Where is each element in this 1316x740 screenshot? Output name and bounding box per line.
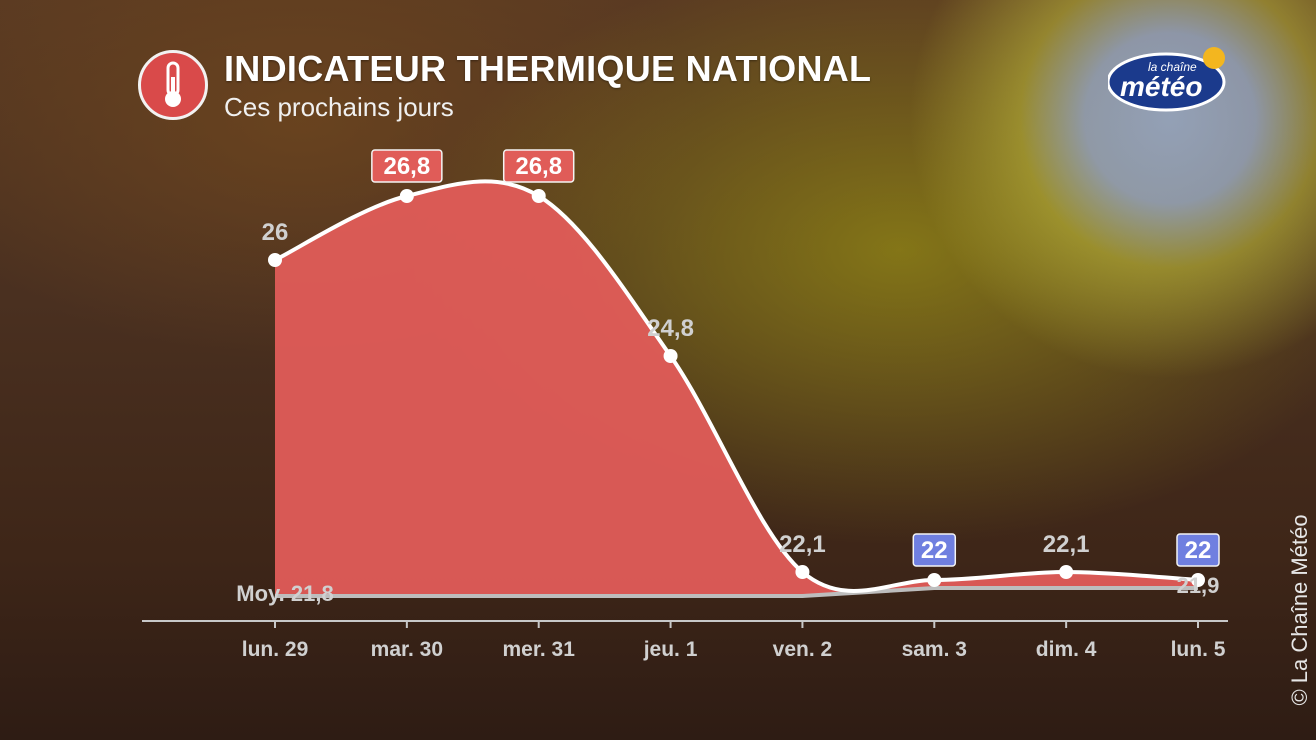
data-point bbox=[1191, 573, 1205, 587]
temperature-area bbox=[275, 181, 1198, 596]
data-point bbox=[531, 189, 546, 203]
data-point bbox=[795, 565, 810, 579]
x-tick-label: lun. 5 bbox=[1171, 638, 1226, 661]
thermometer-icon bbox=[138, 50, 208, 120]
data-point bbox=[1059, 565, 1074, 579]
data-label: 26,8 bbox=[383, 153, 430, 180]
data-point bbox=[268, 253, 282, 267]
min-value-badge bbox=[912, 533, 957, 567]
min-value-badge bbox=[1176, 533, 1220, 567]
logo-line2: météo bbox=[1120, 71, 1202, 102]
baseline-start-label: Moy. 21,8 bbox=[236, 581, 333, 606]
logo-line1: la chaîne bbox=[1148, 60, 1197, 74]
chart-title: INDICATEUR THERMIQUE NATIONAL bbox=[224, 48, 872, 89]
copyright-text: © La Chaîne Météo bbox=[1287, 514, 1312, 706]
data-label: 22,1 bbox=[779, 531, 826, 558]
x-tick-label: mar. 30 bbox=[371, 638, 443, 661]
data-point bbox=[663, 349, 678, 363]
la-chaine-meteo-logo: la chaîne météo bbox=[1106, 44, 1232, 114]
x-tick-label: sam. 3 bbox=[902, 638, 967, 661]
x-tick-label: mer. 31 bbox=[503, 638, 576, 661]
data-label: 26,8 bbox=[515, 153, 562, 180]
data-label: 22 bbox=[1185, 537, 1212, 564]
data-point bbox=[927, 573, 942, 587]
baseline-end-label: 21,9 bbox=[1177, 573, 1220, 598]
x-tick-label: lun. 29 bbox=[242, 638, 309, 661]
max-value-badge bbox=[371, 149, 443, 183]
x-tick-label: jeu. 1 bbox=[643, 638, 698, 661]
temperature-line bbox=[274, 179, 1199, 593]
max-value-badge bbox=[502, 149, 575, 183]
data-label: 24,8 bbox=[647, 315, 694, 342]
data-label: 26 bbox=[262, 219, 289, 246]
chart-subtitle: Ces prochains jours bbox=[224, 92, 454, 122]
data-point bbox=[399, 189, 414, 203]
data-label: 22,1 bbox=[1043, 531, 1090, 558]
x-tick-label: dim. 4 bbox=[1036, 638, 1097, 661]
average-baseline bbox=[275, 586, 1198, 598]
x-tick-label: ven. 2 bbox=[773, 638, 833, 661]
data-label: 22 bbox=[921, 537, 948, 564]
